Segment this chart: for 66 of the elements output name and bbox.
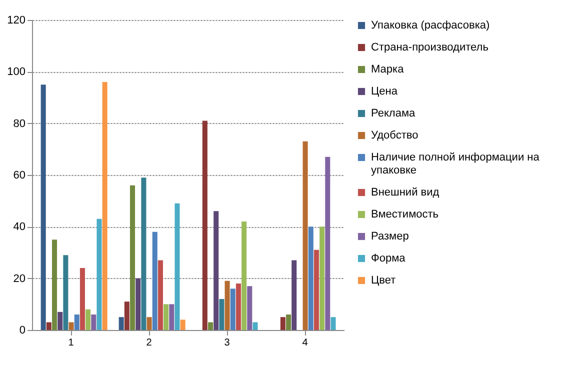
y-tick-label: 40 [13,221,26,234]
bar [247,286,252,330]
x-tick-label: 1 [68,338,74,348]
bar [46,322,52,330]
bar [118,317,124,330]
bar [242,222,247,330]
legend-label: Марка [371,64,405,76]
bar [180,320,186,330]
legend-label: Цена [371,86,398,98]
bar [146,317,152,330]
legend-label: Наличие полной информации на упаковке [371,152,540,176]
bar [286,314,292,330]
legend-label: Внешний вид [371,186,440,198]
bar [330,317,336,330]
y-tick-label: 0 [19,324,26,336]
bar [164,304,169,330]
bar [152,232,158,330]
bar [174,203,180,330]
legend-label: Удобство [371,130,418,142]
bar [292,260,297,330]
bar [252,322,258,330]
bar [86,309,91,330]
bar [124,302,130,330]
bar [91,314,96,330]
bar [130,185,136,330]
bar [58,312,63,330]
bar [169,304,174,330]
legend-label: Реклама [371,108,416,120]
bar [219,299,224,330]
bar [208,322,214,330]
y-tick-label: 120 [7,14,26,26]
bar [214,211,219,330]
y-tick-label: 60 [13,170,26,182]
bar [63,255,68,330]
x-tick-label: 2 [146,338,152,348]
bar [325,156,330,330]
legend-label: Цвет [371,274,396,286]
y-tick-label: 100 [7,66,26,78]
bar [202,120,208,330]
y-tick-label: 20 [13,272,26,285]
legend-label: Размер [371,230,409,242]
bar [230,288,236,330]
bar [68,322,74,330]
bar [102,82,108,330]
bar [224,280,230,330]
bar [308,226,314,330]
bar [314,250,319,330]
legend-label: Страна-производитель [371,42,489,54]
legend-label: Вместимость [371,208,439,220]
bar [52,240,58,330]
bar [136,278,141,330]
legend-label: Упаковка (расфасовка) [371,20,490,32]
bar [236,284,241,330]
bar [302,141,308,330]
bar [80,268,85,330]
bar [74,314,80,330]
bar [141,178,146,330]
bar [320,226,325,330]
x-tick-label: 3 [224,338,230,348]
bar [96,218,102,330]
bar [280,317,286,330]
bar [40,84,46,330]
legend-label: Форма [371,252,406,264]
y-tick-label: 80 [13,118,26,130]
x-tick-label: 4 [302,338,308,348]
bar [158,260,163,330]
